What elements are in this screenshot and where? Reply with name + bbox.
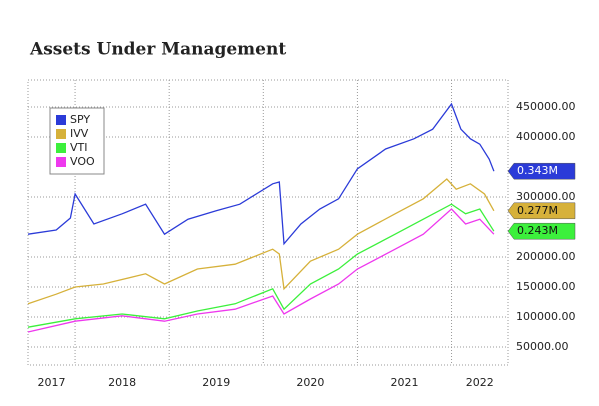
series-line bbox=[27, 203, 495, 328]
y-tick-label: 450000.00 bbox=[516, 100, 576, 113]
legend-label: VOO bbox=[70, 155, 95, 168]
end-label-box bbox=[507, 222, 576, 240]
end-label-box bbox=[507, 162, 576, 180]
x-tick-label: 2018 bbox=[108, 376, 136, 389]
y-tick-label: 50000.00 bbox=[516, 340, 569, 353]
legend-label: VTI bbox=[70, 141, 88, 154]
x-tick-label: 2017 bbox=[38, 376, 66, 389]
chart-title: Assets Under Management bbox=[29, 40, 286, 60]
end-label: 0.243M bbox=[517, 224, 558, 237]
end-label: 0.343M bbox=[517, 164, 558, 177]
x-tick-label: 2020 bbox=[296, 376, 324, 389]
legend-swatch bbox=[56, 157, 66, 167]
series-line bbox=[27, 208, 495, 333]
legend-swatch bbox=[56, 143, 66, 153]
series-line bbox=[27, 178, 495, 305]
legend-swatch bbox=[56, 115, 66, 125]
y-tick-label: 300000.00 bbox=[516, 190, 576, 203]
x-tick-label: 2021 bbox=[390, 376, 418, 389]
y-tick-label: 150000.00 bbox=[516, 280, 576, 293]
y-tick-label: 400000.00 bbox=[516, 130, 576, 143]
end-label: 0.277M bbox=[517, 204, 558, 217]
y-tick-label: 200000.00 bbox=[516, 250, 576, 263]
plot-frame bbox=[27, 79, 509, 366]
legend-label: SPY bbox=[70, 113, 90, 126]
y-tick-label: 100000.00 bbox=[516, 310, 576, 323]
legend-label: IVV bbox=[70, 127, 89, 140]
x-tick-label: 2019 bbox=[202, 376, 230, 389]
end-label-box bbox=[507, 202, 576, 220]
legend-swatch bbox=[56, 129, 66, 139]
series-line bbox=[27, 102, 495, 246]
x-tick-label: 2022 bbox=[466, 376, 494, 389]
